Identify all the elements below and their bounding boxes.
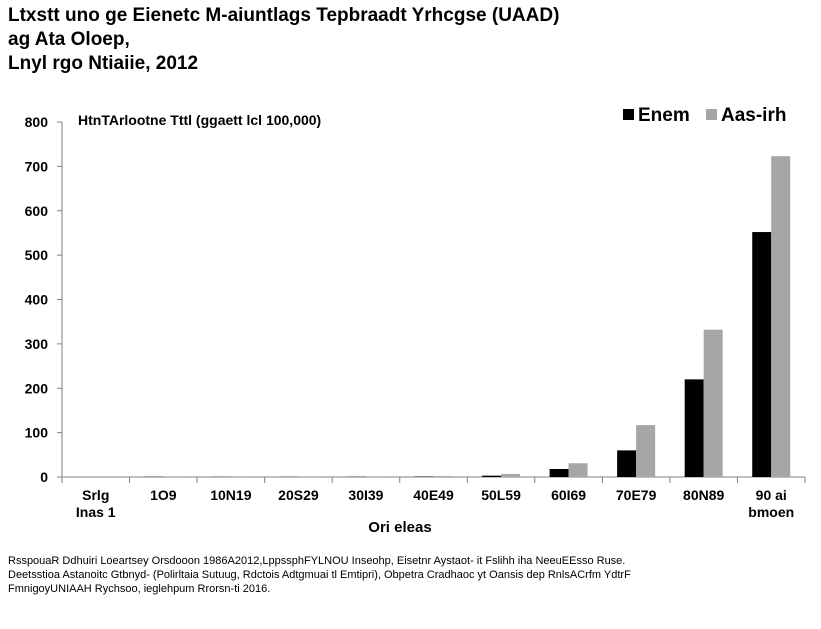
y-tick-label: 600 — [25, 203, 49, 219]
y-axis-label: HtnTArlootne Tttl (ggaett lcl 100,000) — [78, 112, 321, 128]
bar-series-2 — [501, 473, 521, 477]
legend-swatch — [706, 109, 717, 120]
bar-series-2 — [636, 425, 656, 477]
source-footnote: RsspouaR Ddhuiri Loeartsey Orsdooon 1986… — [8, 554, 813, 596]
legend-swatch — [623, 109, 634, 120]
footnote-line-1: RsspouaR Ddhuiri Loeartsey Orsdooon 1986… — [8, 555, 626, 567]
bar-series-1 — [752, 232, 772, 477]
y-tick-label: 500 — [25, 247, 49, 263]
bar-series-1 — [549, 469, 569, 477]
y-tick-label: 400 — [25, 292, 49, 308]
bar-series-2 — [703, 329, 723, 477]
x-tick-label: 60I69 — [551, 487, 586, 503]
title-line-3: Lnyl rgo Ntiaiie, 2012 — [8, 53, 199, 74]
x-axis: Srlg Inas 1 1O9 10N19 20S29 30I39 40E49 50L59 60… — [61, 476, 806, 520]
legend-label: Aas-irh — [721, 105, 786, 126]
bar-series-2 — [163, 476, 183, 477]
bar-series-2 — [771, 156, 791, 477]
bar-series-1 — [482, 475, 502, 477]
x-axis-label: Ori eleas — [368, 519, 431, 536]
title-line-2: ag Ata Oloep, — [8, 29, 130, 50]
footnote-line-2: Deetsstioa Astanoitc Gtbnyd- (Polirltaia… — [8, 569, 631, 581]
y-tick-label: 200 — [25, 380, 49, 396]
title-line-1: Ltxstt uno ge Eienetc M-aiuntlags Tepbra… — [8, 5, 560, 26]
x-tick-label: 70E79 — [616, 487, 657, 503]
y-tick-label: 0 — [40, 469, 48, 485]
legend: Enem Aas-irh — [623, 105, 786, 126]
x-tick-label: 1O9 — [150, 487, 177, 503]
x-tick-label: 20S29 — [278, 487, 319, 503]
x-tick-label: 40E49 — [413, 487, 454, 503]
y-tick-label: 700 — [25, 158, 49, 174]
bar-series-1 — [684, 379, 704, 477]
x-tick-label: 80N89 — [683, 487, 724, 503]
x-tick-label: Srlg Inas 1 — [76, 487, 116, 520]
footnote-line-3: FmnigoyUNIAAH Rychsoo, ieglehpum Rrorsn-… — [8, 583, 271, 595]
y-axis: 0 100 200 300 400 500 600 700 800 — [25, 114, 63, 485]
y-tick-label: 100 — [25, 425, 49, 441]
bar-chart: 0 100 200 300 400 500 600 700 800 Srlg Inas 1 1O9 1… — [25, 105, 806, 536]
legend-label: Enem — [638, 105, 690, 126]
bar-series-2 — [568, 463, 588, 477]
x-tick-label: 50L59 — [481, 487, 521, 503]
y-tick-label: 300 — [25, 336, 49, 352]
bars — [144, 156, 791, 477]
x-tick-label: 90 ai bmoen — [748, 487, 794, 520]
x-tick-label: 10N19 — [210, 487, 251, 503]
bar-series-2 — [433, 476, 453, 477]
x-tick-label: 30I39 — [348, 487, 383, 503]
y-tick-label: 800 — [25, 114, 49, 130]
bar-series-1 — [617, 450, 637, 477]
chart-title: Ltxstt uno ge Eienetc M-aiuntlags Tepbra… — [8, 4, 808, 76]
